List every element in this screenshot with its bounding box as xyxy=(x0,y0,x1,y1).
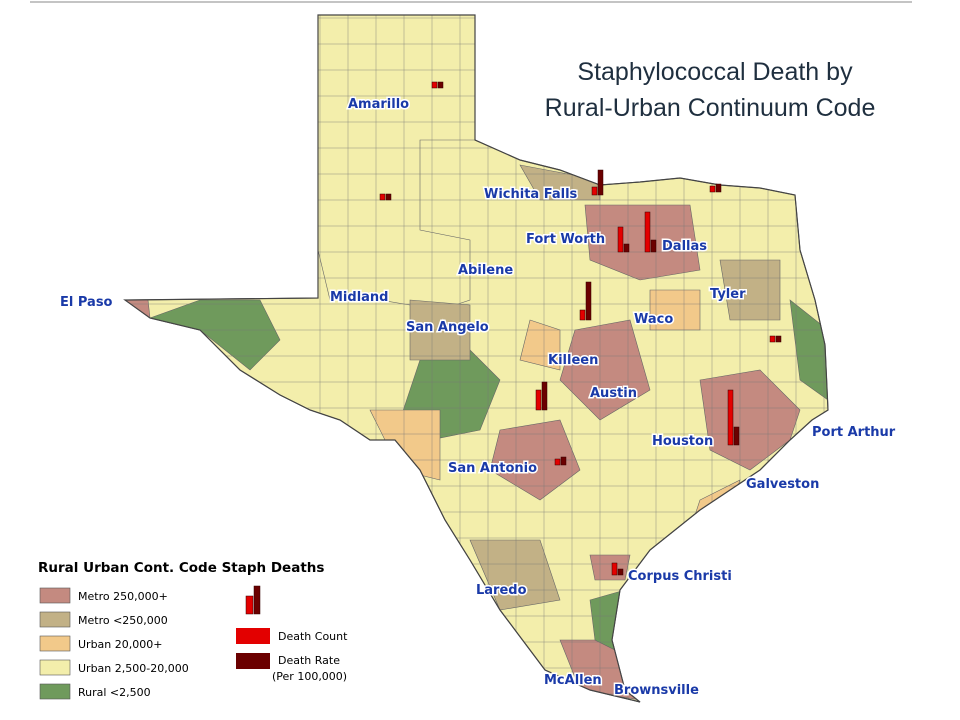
texas xyxy=(123,14,829,703)
bars xyxy=(379,81,782,576)
legend-bar-icon xyxy=(253,585,261,615)
death-rate-bar xyxy=(623,243,630,253)
county-zone xyxy=(589,554,631,581)
legend-swatch xyxy=(39,611,71,628)
county-zone xyxy=(369,409,441,481)
death-rate-bar xyxy=(560,456,567,466)
city-label: Laredo xyxy=(476,583,527,598)
legend-label: Urban 2,500-20,000 xyxy=(78,662,189,675)
death-rate-bar xyxy=(585,281,592,321)
city-label: Dallas xyxy=(662,239,707,254)
legend-label: Death Count xyxy=(278,630,348,643)
legend-bar-icon xyxy=(245,595,254,615)
county-zone xyxy=(719,259,781,321)
city-label: Waco xyxy=(634,312,673,327)
death-rate-bar xyxy=(775,335,782,343)
state-outline xyxy=(123,14,829,703)
death-count-bar xyxy=(431,81,438,89)
county-zone xyxy=(584,204,701,281)
title: Rural-Urban Continuum Code xyxy=(545,94,876,122)
death-rate-bar xyxy=(715,183,722,193)
city-label: El Paso xyxy=(60,295,113,310)
death-count-bar xyxy=(644,211,651,253)
death-rate-bar xyxy=(617,568,624,576)
death-count-bar xyxy=(611,562,618,576)
death-rate-bar xyxy=(541,381,548,411)
city-label: Austin xyxy=(590,386,637,401)
death-count-bar xyxy=(579,309,586,321)
city-label: San Angelo xyxy=(406,320,489,335)
city-labels: Amarillo Wichita Falls Fort Worth Dallas Abi… xyxy=(59,96,898,700)
legend-label: (Per 100,000) xyxy=(272,670,347,683)
death-count-bar xyxy=(617,226,624,253)
death-count-bar xyxy=(554,458,561,466)
death-rate-bar xyxy=(733,426,740,446)
county-zone xyxy=(789,299,828,401)
city-label: Tyler xyxy=(710,287,746,302)
city-label: Brownsville xyxy=(614,683,699,698)
county-zone xyxy=(519,319,561,371)
legend-swatch xyxy=(39,587,71,604)
city-label: Abilene xyxy=(458,263,513,278)
death-rate-bar xyxy=(650,239,657,253)
legend-swatch xyxy=(39,683,71,700)
legend: Rural Urban Cont. Code Staph Deaths Metr… xyxy=(38,560,348,700)
city-label: San Antonio xyxy=(448,461,537,476)
city-label: Galveston xyxy=(746,477,819,492)
city-label: Midland xyxy=(330,290,389,305)
legend-rate-swatch xyxy=(236,653,270,669)
city-label: Port Arthur xyxy=(812,425,896,440)
title: Staphylococcal Death by xyxy=(577,58,853,86)
legend-label: Urban 20,000+ xyxy=(78,638,162,651)
legend-count-swatch xyxy=(236,628,270,644)
legend-swatch xyxy=(39,659,71,676)
death-rate-bar xyxy=(597,169,604,196)
city-label: Amarillo xyxy=(348,97,409,112)
legend-swatch xyxy=(39,635,71,652)
legend-label: Metro 250,000+ xyxy=(78,590,168,603)
city-label: Killeen xyxy=(548,353,598,368)
death-rate-bar xyxy=(385,193,392,201)
legend-label: Metro <250,000 xyxy=(78,614,168,627)
county-zone xyxy=(559,319,651,421)
death-count-bar xyxy=(591,186,598,196)
death-count-bar xyxy=(769,335,776,343)
death-count-bar xyxy=(535,389,542,411)
death-count-bar xyxy=(709,185,716,193)
death-count-bar xyxy=(379,193,386,201)
county-zone xyxy=(469,539,561,611)
death-count-bar xyxy=(727,389,734,446)
city-label: McAllen xyxy=(544,673,602,688)
city-label: Houston xyxy=(652,434,713,449)
city-label: Wichita Falls xyxy=(484,187,578,202)
legend-label: Rural <2,500 xyxy=(78,686,151,699)
city-label: Fort Worth xyxy=(526,232,605,247)
legend-label: Death Rate xyxy=(278,654,340,667)
city-label: Corpus Christi xyxy=(628,569,732,584)
legend-title: Rural Urban Cont. Code Staph Deaths xyxy=(38,560,324,576)
death-rate-bar xyxy=(437,81,444,89)
